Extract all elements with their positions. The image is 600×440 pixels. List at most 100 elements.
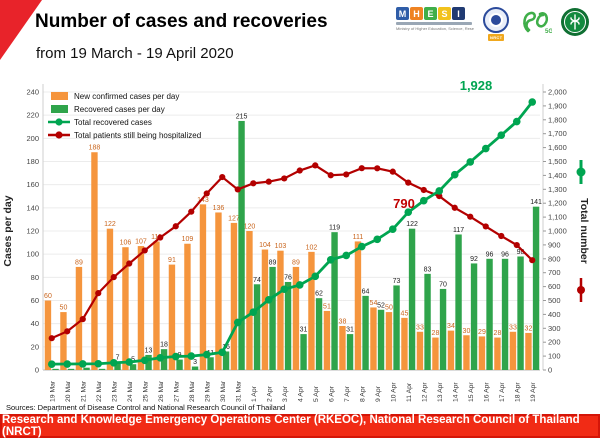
legend-item-1: Recovered cases per day [51,105,165,114]
svg-text:5: 5 [131,357,135,364]
right-axis-ticks: 0 100 200 300 400 500 600 700 800 900 1,000 1,100 1,… [543,88,567,375]
annotation-hospitalized-endlabel: 790 [393,196,415,211]
left-axis-title: Cases per day [2,195,14,266]
svg-text:790: 790 [393,196,415,211]
svg-text:0: 0 [548,366,552,375]
svg-text:New confirmed cases per day: New confirmed cases per day [74,92,179,101]
corner-ribbon [0,0,42,60]
bars-recovered-19-Mar [52,368,59,370]
svg-text:1,100: 1,100 [548,213,567,222]
svg-text:111: 111 [151,234,162,241]
svg-text:1,400: 1,400 [548,171,567,180]
svg-text:25 Mar: 25 Mar [142,380,149,402]
svg-text:6 Apr: 6 Apr [328,385,335,402]
anniversary-60-icon: 5G [523,11,553,35]
mhesi-letter-s: S [438,7,451,20]
svg-text:119: 119 [329,225,340,232]
svg-text:1,800: 1,800 [548,115,567,124]
svg-text:11 Apr: 11 Apr [406,382,413,402]
bars-recovered-12-Apr [424,273,431,370]
svg-text:200: 200 [548,338,561,347]
svg-text:18 Apr: 18 Apr [514,382,521,402]
bars-recovered: 7 513189311162157489763162119316452731228… [52,113,542,370]
bars-new-confirmed-26-Mar [153,241,160,370]
svg-text:60: 60 [31,296,39,305]
right-axis-title: Total number [576,160,590,302]
svg-text:12 Apr: 12 Apr [421,382,428,402]
svg-text:1,000: 1,000 [548,227,567,236]
line-hospitalized [48,162,536,342]
moph-emblem-icon [561,8,589,36]
svg-text:102: 102 [306,244,318,251]
svg-text:3: 3 [193,359,197,366]
svg-text:31: 31 [300,327,308,334]
svg-text:28: 28 [494,330,502,337]
svg-text:300: 300 [548,324,561,333]
bars-new-confirmed-10-Apr [385,312,393,370]
svg-text:70: 70 [439,281,447,288]
bars-recovered-22-Mar [98,368,106,370]
svg-text:98: 98 [517,249,525,256]
svg-text:52: 52 [377,302,385,309]
bars-new-confirmed-19-Mar [44,300,52,370]
svg-text:28: 28 [432,330,440,337]
bars-recovered-31-Mar [238,120,245,370]
x-axis-labels: 19 Mar 20 Mar 21 Mar 22 Mar 23 Mar 24 Mar 25 M… [49,380,537,402]
svg-text:1,500: 1,500 [548,157,567,166]
svg-text:80: 80 [31,273,39,282]
svg-text:4 Apr: 4 Apr [297,385,304,402]
svg-text:14 Apr: 14 Apr [452,382,459,402]
svg-text:7: 7 [116,354,120,361]
svg-text:1,200: 1,200 [548,199,567,208]
svg-text:107: 107 [135,239,147,246]
svg-text:3 Apr: 3 Apr [282,385,289,402]
bars-new-confirmed-27-Mar [168,264,176,370]
bars-recovered-29-Mar [207,357,214,370]
svg-text:26 Mar: 26 Mar [158,380,165,402]
bars-recovered-23-Mar [114,361,121,370]
svg-text:120: 120 [26,227,39,236]
bars-new-confirmed-2-Apr [261,249,269,370]
bars-new-confirmed-18-Apr [509,331,517,370]
bars-new-confirmed-11-Apr [401,317,408,370]
bars-new-confirmed-30-Mar [215,212,222,370]
svg-text:33: 33 [416,324,424,331]
bars-new-confirmed-17-Apr [494,337,501,370]
svg-text:100: 100 [548,352,561,361]
bars-recovered-30-Mar [222,351,230,370]
mhesi-caption: Ministry of Higher Education, Science, R… [396,26,474,31]
svg-text:1 Apr: 1 Apr [251,385,258,402]
svg-text:40: 40 [31,319,39,328]
svg-text:22 Mar: 22 Mar [96,380,103,402]
svg-text:Total recovered cases: Total recovered cases [74,118,152,127]
svg-text:200: 200 [26,134,39,143]
svg-text:73: 73 [393,278,401,285]
svg-text:1,300: 1,300 [548,185,567,194]
bars-new-confirmed-21-Mar [75,266,83,370]
bars-recovered-8-Apr [362,295,369,370]
anniversary-logo: 5G [518,7,553,46]
bars-recovered-4-Apr [300,334,307,370]
bars-new-confirmed-3-Apr [277,250,284,370]
svg-text:109: 109 [182,236,194,243]
svg-text:2 Apr: 2 Apr [266,385,273,402]
svg-text:136: 136 [213,205,225,212]
nrct-badge: NRCT [488,34,505,41]
nrct-logo: NRCT [482,7,510,43]
svg-text:91: 91 [168,257,176,264]
svg-text:13: 13 [145,347,153,354]
svg-text:Total patients still being hos: Total patients still being hospitalized [74,131,201,140]
svg-text:20 Mar: 20 Mar [65,380,72,402]
svg-text:64: 64 [362,288,370,295]
moph-logo [560,7,590,42]
svg-text:120: 120 [244,224,256,231]
bars-recovered-13-Apr [439,288,447,370]
svg-text:1,600: 1,600 [548,143,567,152]
svg-text:83: 83 [424,266,432,273]
svg-text:104: 104 [259,242,271,249]
bars-new-confirmed-7-Apr [339,325,346,370]
svg-text:18: 18 [160,342,168,349]
bars-new-confirmed-29-Mar [199,204,207,370]
